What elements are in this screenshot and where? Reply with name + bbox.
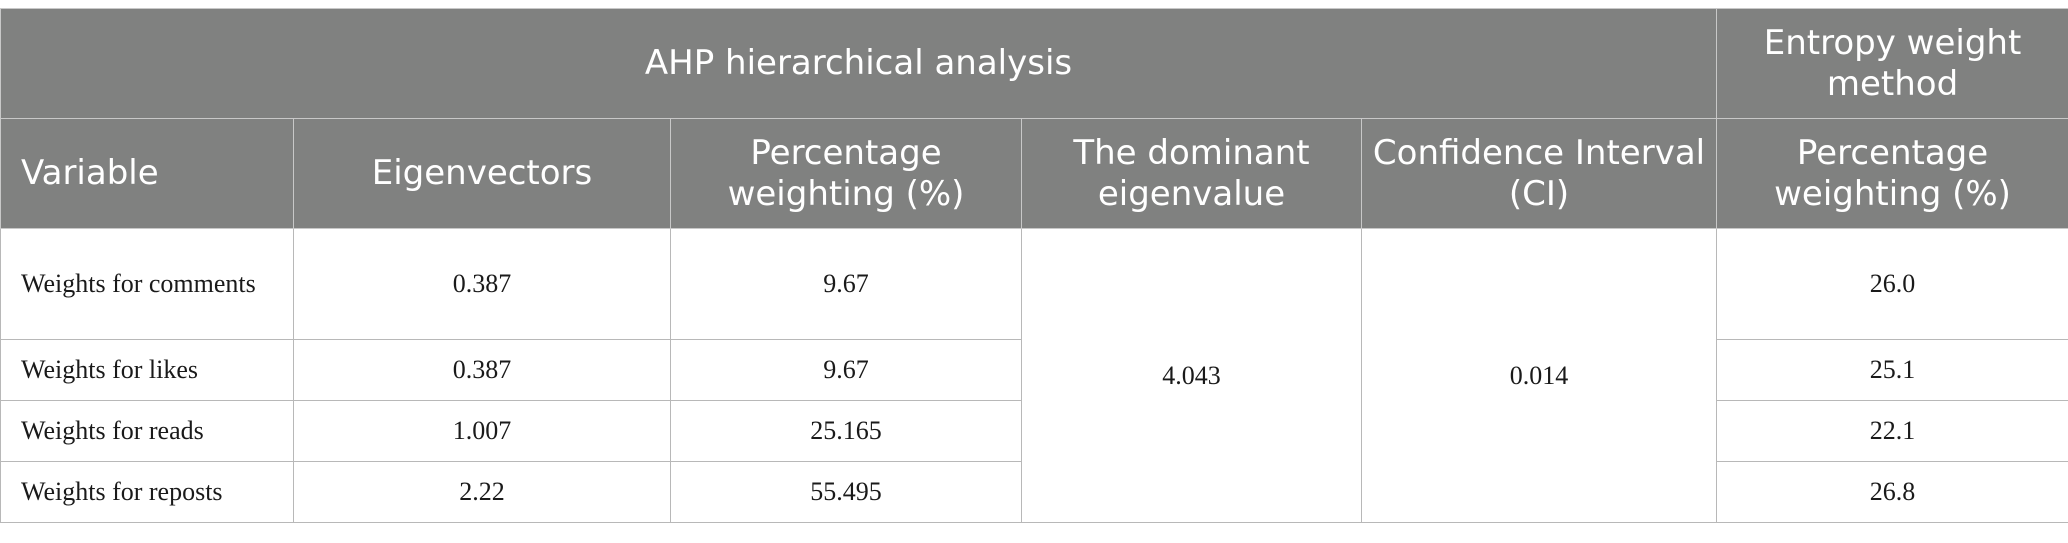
column-header-row: Variable Eigenvectors Percentage weighti…	[0, 118, 2068, 229]
ahp-weight-cell: 9.67	[670, 339, 1022, 401]
dominant-eigenvalue-cell: 4.043	[1021, 228, 1362, 523]
column-header-variable: Variable	[0, 118, 294, 229]
column-header-confidence-interval: Confidence Interval (CI)	[1360, 118, 1718, 229]
entropy-weight-cell: 26.0	[1716, 228, 2068, 340]
ahp-weight-cell: 9.67	[670, 228, 1022, 340]
variable-cell: Weights for reposts	[0, 461, 294, 523]
group-header-row: AHP hierarchical analysis Entropy weight…	[0, 8, 2068, 119]
variable-cell: Weights for comments	[0, 228, 294, 340]
entropy-weight-cell: 25.1	[1716, 339, 2068, 401]
eigenvector-cell: 2.22	[293, 461, 671, 523]
entropy-weight-cell: 22.1	[1716, 400, 2068, 462]
eigenvector-cell: 0.387	[293, 228, 671, 340]
column-header-eigenvectors: Eigenvectors	[293, 118, 671, 229]
column-header-entropy-percentage: Percentage weighting (%)	[1716, 118, 2068, 229]
column-header-dominant-eigenvalue: The dominant eigenvalue	[1021, 118, 1362, 229]
table-container: AHP hierarchical analysis Entropy weight…	[0, 8, 2068, 523]
ahp-group-header: AHP hierarchical analysis	[0, 8, 1718, 119]
table-row: Weights for likes 0.387 9.67 25.1	[0, 339, 2068, 401]
entropy-group-header: Entropy weight method	[1716, 8, 2068, 119]
ahp-weight-cell: 55.495	[670, 461, 1022, 523]
table-row: Weights for reposts 2.22 55.495 26.8	[0, 461, 2068, 523]
table-row: Weights for comments 0.387 9.67 4.043 0.…	[0, 228, 2068, 523]
table-row: Weights for reads 1.007 25.165 22.1	[0, 400, 2068, 462]
column-header-ahp-percentage: Percentage weighting (%)	[670, 118, 1022, 229]
eigenvector-cell: 1.007	[293, 400, 671, 462]
variable-cell: Weights for likes	[0, 339, 294, 401]
entropy-weight-cell: 26.8	[1716, 461, 2068, 523]
variable-cell: Weights for reads	[0, 400, 294, 462]
ahp-weight-cell: 25.165	[670, 400, 1022, 462]
ahp-entropy-table: AHP hierarchical analysis Entropy weight…	[0, 8, 2068, 523]
confidence-interval-cell: 0.014	[1360, 228, 1718, 523]
eigenvector-cell: 0.387	[293, 339, 671, 401]
